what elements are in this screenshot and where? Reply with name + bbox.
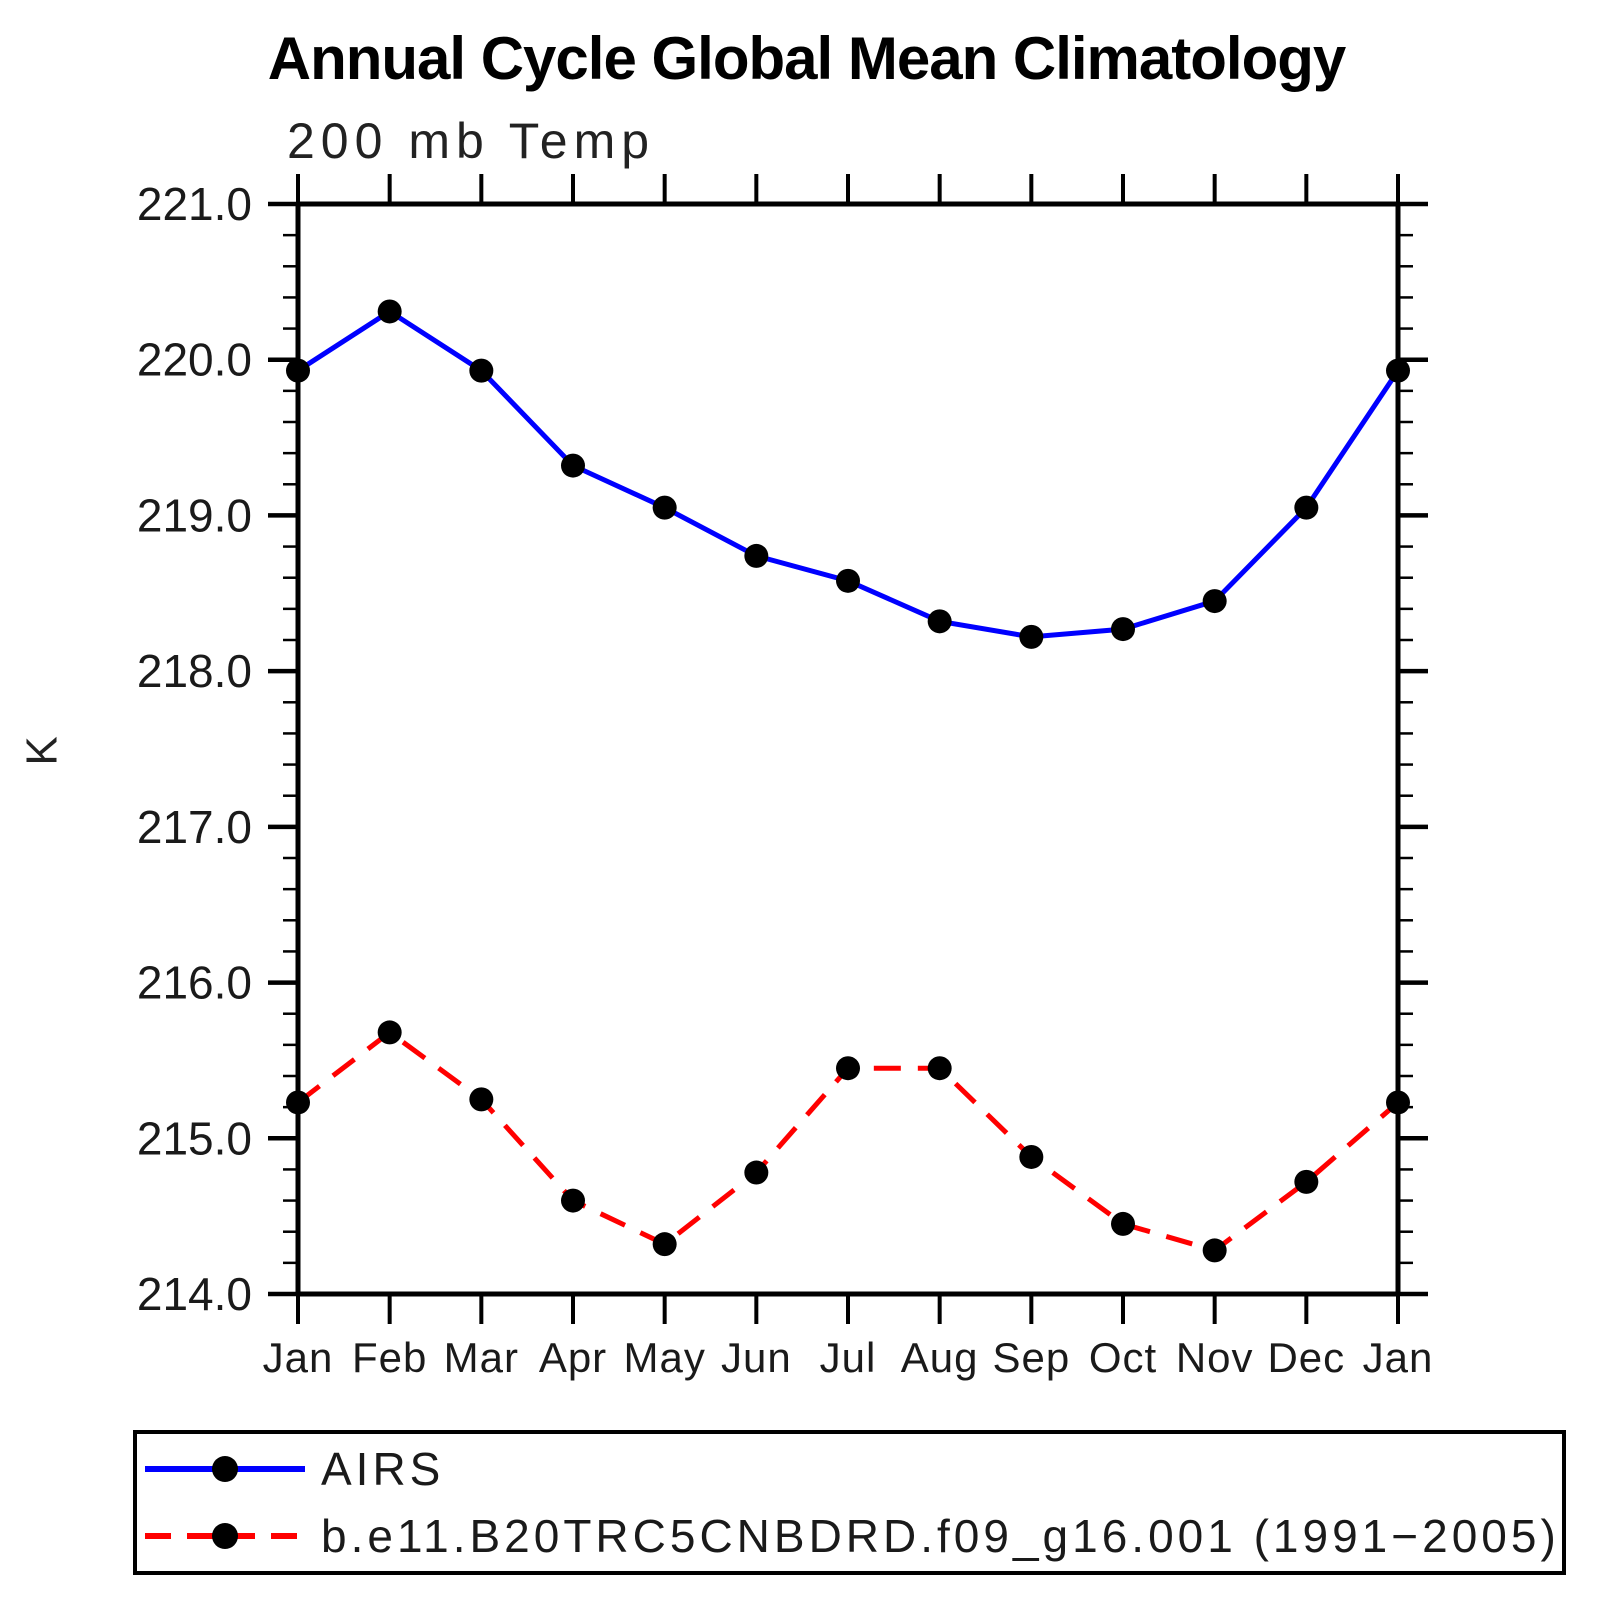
data-point-model <box>1386 1090 1410 1115</box>
y-tick-label: 214.0 <box>137 1268 252 1320</box>
legend-marker-dot <box>212 1522 238 1549</box>
data-point-model <box>744 1160 769 1185</box>
data-point-model <box>561 1188 585 1213</box>
y-tick-label: 215.0 <box>137 1112 252 1164</box>
data-point-airs <box>744 543 769 568</box>
data-point-model <box>469 1087 494 1112</box>
data-point-model <box>286 1090 310 1115</box>
x-tick-label: Nov <box>1176 1334 1254 1381</box>
x-tick-label: Mar <box>444 1334 519 1381</box>
x-tick-label: Apr <box>539 1334 607 1381</box>
x-tick-label: Jul <box>820 1334 877 1381</box>
data-point-model <box>652 1232 677 1257</box>
data-point-airs <box>1111 617 1135 642</box>
data-point-airs <box>927 609 952 634</box>
x-tick-label: May <box>623 1334 705 1381</box>
data-point-model <box>927 1056 952 1081</box>
legend-sample-airs-line <box>145 1456 305 1483</box>
legend-box: AIRS b.e11.B20TRC5CNBDRD.f09_g16.001 (19… <box>133 1430 1566 1575</box>
y-tick-label: 216.0 <box>137 957 252 1009</box>
y-tick-label: 221.0 <box>137 178 252 230</box>
data-point-model <box>1111 1211 1135 1236</box>
legend-label-model: b.e11.B20TRC5CNBDRD.f09_g16.001 (1991−20… <box>321 1509 1560 1562</box>
data-point-airs <box>1019 624 1044 649</box>
chart-subtitle: 200 mb Temp <box>287 113 656 169</box>
data-point-airs <box>1386 358 1410 383</box>
data-point-model <box>1202 1238 1227 1263</box>
data-point-airs <box>377 299 402 324</box>
y-tick-label: 220.0 <box>137 334 252 386</box>
data-point-airs <box>1202 589 1227 614</box>
data-point-airs <box>1294 495 1319 520</box>
x-tick-label: Jun <box>721 1334 792 1381</box>
data-point-airs <box>836 568 860 593</box>
data-point-airs <box>469 358 494 383</box>
legend-label-airs: AIRS <box>321 1443 445 1496</box>
y-tick-label: 219.0 <box>137 489 252 541</box>
legend-sample-model-line <box>145 1522 305 1549</box>
x-tick-label: Aug <box>901 1334 979 1381</box>
chart-title: Annual Cycle Global Mean Climatology <box>267 25 1347 92</box>
x-tick-label: Oct <box>1089 1334 1157 1381</box>
legend-entry-airs: AIRS <box>143 1438 1562 1500</box>
legend-marker-dot <box>212 1456 238 1483</box>
x-tick-label: Sep <box>992 1334 1070 1381</box>
data-point-airs <box>652 495 677 520</box>
data-point-model <box>377 1020 402 1045</box>
x-tick-label: Jan <box>263 1334 334 1381</box>
x-tick-label: Dec <box>1267 1334 1345 1381</box>
y-tick-label: 217.0 <box>137 801 252 853</box>
data-point-model <box>836 1056 860 1081</box>
data-point-airs <box>561 453 585 478</box>
x-tick-label: Feb <box>352 1334 427 1381</box>
data-point-model <box>1294 1169 1319 1194</box>
y-tick-label: 218.0 <box>137 645 252 697</box>
data-point-airs <box>286 358 310 383</box>
x-tick-label: Jan <box>1363 1334 1434 1381</box>
data-point-model <box>1019 1144 1044 1169</box>
legend-entry-model: b.e11.B20TRC5CNBDRD.f09_g16.001 (1991−20… <box>143 1505 1562 1567</box>
